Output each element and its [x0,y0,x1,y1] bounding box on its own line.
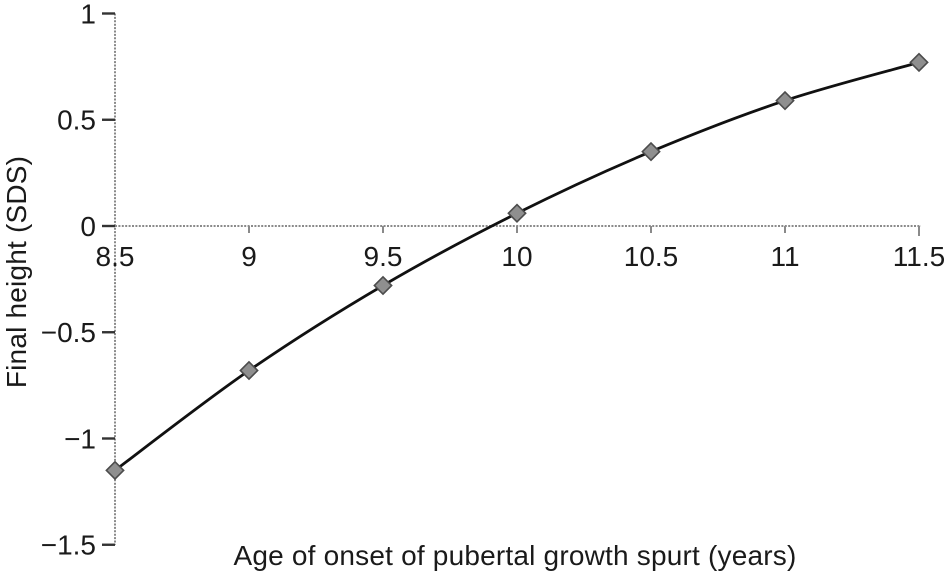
data-point-marker [775,90,795,111]
x-tick-label: 10 [501,241,532,272]
y-axis-title: Final height (SDS) [1,155,32,389]
y-tick-label: 1 [80,0,96,29]
y-tick-label: −0.5 [41,317,96,348]
x-tick-label: 11.5 [893,241,945,272]
y-tick-label: 0 [80,211,96,242]
y-tick-label: −1.5 [41,530,96,561]
data-point-marker [373,275,393,296]
x-tick-label: 8.5 [96,241,135,272]
x-tick-label: 10.5 [624,241,679,272]
data-point-marker [507,203,527,224]
y-tick-label: 0.5 [57,105,96,136]
x-tick-label: 11 [770,241,799,272]
x-tick-label: 9.5 [364,241,403,272]
data-point-marker [239,360,259,381]
x-tick-label: 9 [241,241,257,272]
data-point-marker [105,460,125,481]
x-axis-title: Age of onset of pubertal growth spurt (y… [233,540,797,571]
data-point-marker [641,141,661,162]
y-tick-label: −1 [64,423,96,454]
data-point-marker [909,52,929,73]
